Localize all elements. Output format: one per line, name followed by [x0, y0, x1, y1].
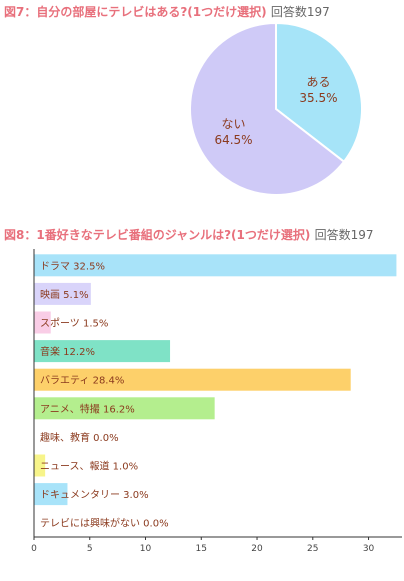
bar-2 — [34, 311, 51, 334]
bar-label-8: ドキュメンタリー 3.0% — [40, 489, 149, 501]
pie-chart-title: 図7：自分の部屋にテレビはある?(1つだけ選択) — [4, 5, 267, 19]
bar-1 — [34, 282, 91, 305]
pie-chart: ある 35.5% ない 64.5% — [189, 21, 363, 196]
bar-label-0: ドラマ 32.5% — [40, 260, 105, 272]
pie-chart-heading: 図7：自分の部屋にテレビはある?(1つだけ選択) 回答数197 — [4, 3, 330, 20]
bar-chart-title: 図8：1番好きなテレビ番組のジャンルは?(1つだけ選択) — [4, 228, 311, 242]
bar-8 — [34, 483, 68, 506]
bar-label-5: アニメ、特撮 16.2% — [40, 402, 135, 415]
bar-3 — [34, 340, 171, 363]
x-tick-label-5: 25 — [307, 544, 318, 554]
x-tick-label-4: 20 — [251, 544, 263, 554]
x-tick-label-1: 5 — [87, 544, 93, 554]
bar-7 — [34, 454, 46, 477]
bar-chart-heading: 図8：1番好きなテレビ番組のジャンルは?(1つだけ選択) 回答数197 — [4, 226, 373, 243]
x-tick-label-0: 0 — [31, 544, 37, 554]
pie-slice-label-0: ある — [306, 75, 330, 89]
x-tick-label-6: 30 — [363, 544, 375, 554]
bar-4 — [34, 368, 351, 391]
bar-label-3: 音楽 12.2% — [40, 345, 95, 358]
x-tick-label-3: 15 — [196, 544, 207, 554]
bar-label-4: バラエティ 28.4% — [40, 375, 124, 387]
pie-slice-1 — [189, 21, 346, 196]
pie-slice-value-1: 64.5% — [214, 133, 252, 147]
bar-label-1: 映画 5.1% — [40, 289, 89, 301]
x-tick-label-2: 10 — [140, 544, 152, 554]
bar-5 — [34, 397, 215, 420]
bar-0 — [34, 254, 397, 277]
bar-label-9: テレビには興味がない 0.0% — [40, 517, 169, 530]
bar-chart-respondents: 回答数197 — [314, 228, 374, 242]
bar-label-2: スポーツ 1.5% — [40, 318, 108, 330]
pie-slice-0 — [275, 21, 363, 164]
bar-label-7: ニュース、報道 1.0% — [40, 460, 138, 473]
pie-slice-label-1: ない — [222, 117, 246, 131]
pie-chart-respondents: 回答数197 — [270, 5, 330, 19]
bar-label-6: 趣味、教育 0.0% — [40, 431, 119, 444]
pie-slice-value-0: 35.5% — [299, 91, 337, 105]
